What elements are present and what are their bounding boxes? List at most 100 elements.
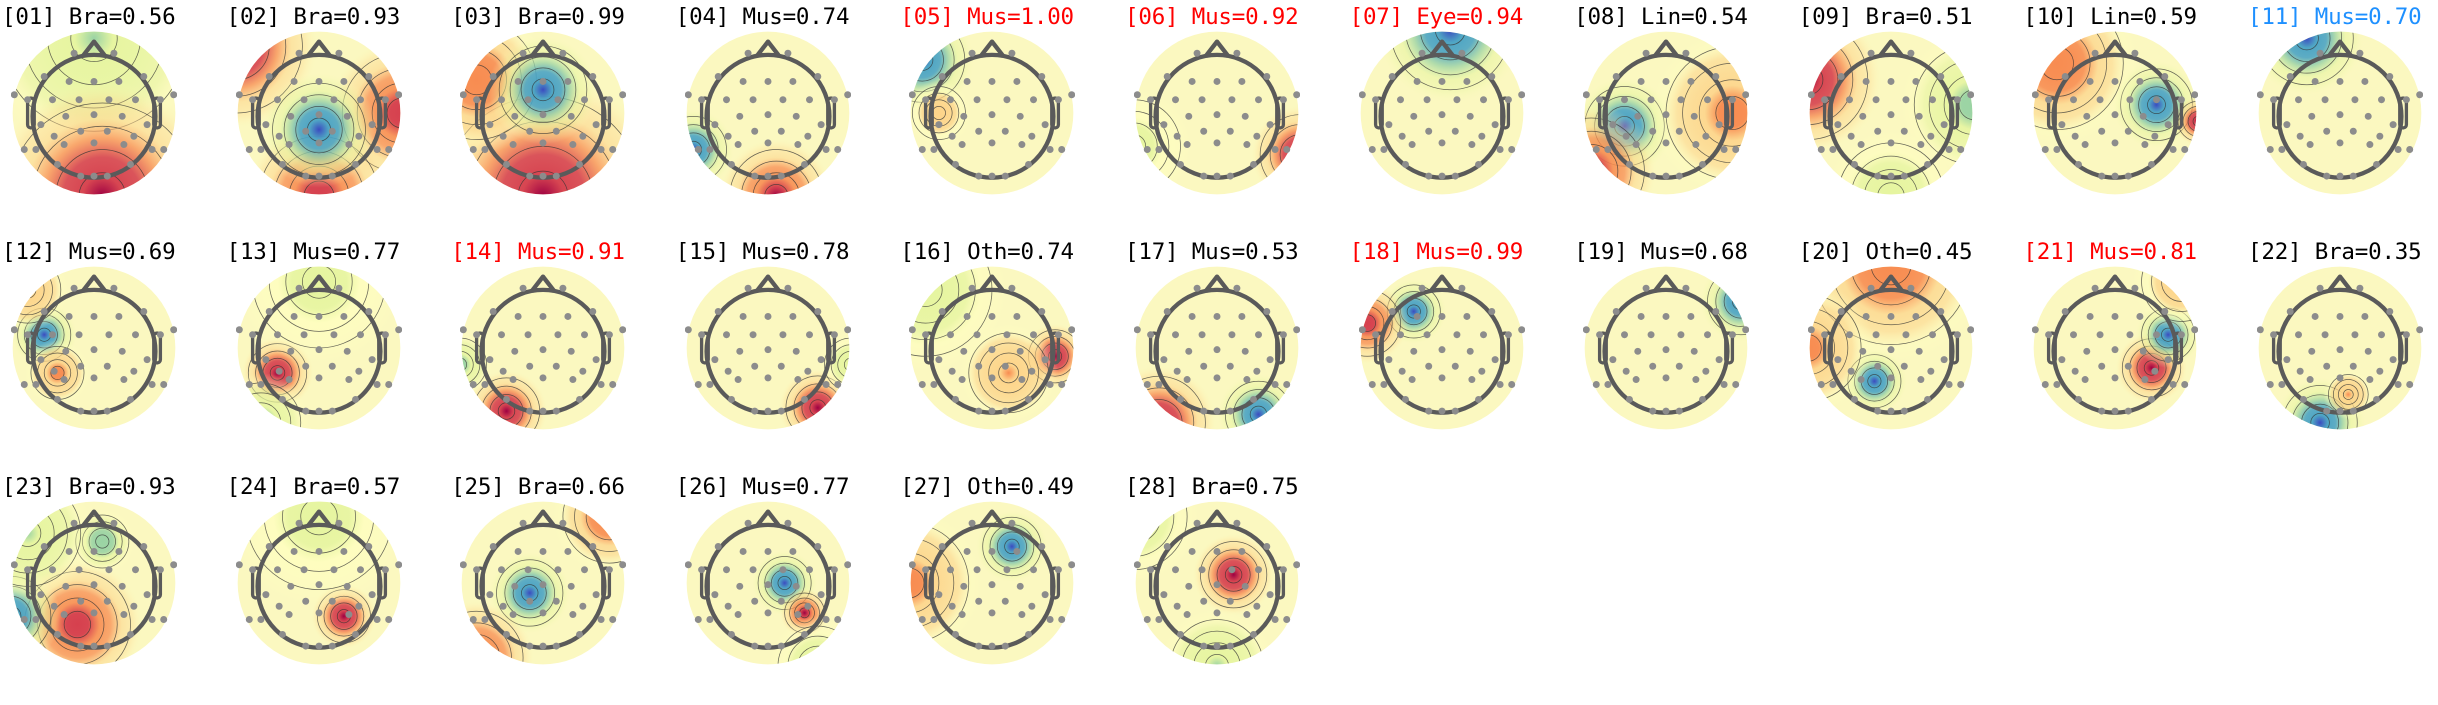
electrode-dot [947, 566, 955, 574]
electrode-dot [1504, 96, 1512, 104]
electrode-dot [1479, 331, 1487, 339]
electrode-dot [1163, 542, 1171, 550]
electrode-dot [1837, 307, 1845, 315]
electrode-dot [1047, 381, 1054, 389]
electrode-dot [245, 616, 253, 624]
electrode-dot [1396, 96, 1404, 104]
electrode-dot [1637, 312, 1645, 320]
right-ear-icon [1499, 331, 1510, 365]
electrode-dot [830, 331, 838, 339]
electrode-dot [960, 112, 968, 120]
electrode-dot [519, 284, 527, 292]
electrode-dot [265, 72, 273, 80]
right-ear-icon [1050, 566, 1061, 600]
electrode-dot [777, 642, 785, 650]
electrode-dot [1068, 91, 1076, 99]
topomap-chart [1583, 266, 1750, 430]
electrode-dot [1887, 312, 1895, 320]
electrode-dot [486, 121, 494, 129]
electrode-dot [2151, 367, 2159, 375]
electrode-dot [1008, 519, 1016, 527]
component-cell: [17] Mus=0.53 [1124, 235, 1348, 470]
electrode-dot [2070, 331, 2078, 339]
nose-icon [305, 39, 332, 58]
electrode-dot [919, 616, 927, 624]
electrode-dot [300, 96, 308, 104]
electrode-dot [800, 160, 808, 168]
electrode-dot [1134, 91, 1141, 99]
electrode-dot [509, 376, 517, 384]
electrode-dot [1279, 566, 1287, 574]
electrode-dot [328, 172, 336, 180]
electrode-dot [70, 284, 78, 292]
electrode-dot [2140, 347, 2148, 355]
electrode-dot [1675, 127, 1683, 135]
electrode-dot [569, 611, 577, 619]
component-cell: [19] Mus=0.68 [1573, 235, 1797, 470]
electrode-dot [539, 547, 547, 555]
electrode-dot [744, 284, 752, 292]
electrode-dot [1058, 381, 1066, 389]
right-ear-icon [601, 96, 612, 130]
electrode-dot [988, 172, 996, 180]
electrode-dot [1850, 160, 1858, 168]
electrode-dot [792, 582, 800, 590]
electrode-dot [1715, 121, 1723, 129]
electrode-dot [526, 597, 534, 605]
electrode-dot [1241, 112, 1249, 120]
topomap-chart [460, 266, 627, 430]
electrode-dot [90, 374, 98, 382]
positive-activation-blob [1360, 281, 1409, 365]
electrode-dot [1002, 362, 1010, 370]
electrode-dot [1807, 326, 1815, 334]
electrode-dot [739, 77, 747, 85]
electrode-dot [261, 121, 269, 129]
electrode-dot [524, 566, 532, 574]
positive-activation-blob [2034, 31, 2141, 147]
electrode-dot [952, 630, 960, 638]
electrode-dot [70, 49, 78, 57]
right-ear-icon [2173, 96, 2184, 130]
electrode-dot [1198, 566, 1206, 574]
electrode-dot [1271, 616, 1279, 624]
electrode-dot [60, 141, 68, 149]
electrode-dot [1238, 312, 1246, 320]
electrode-dot [609, 616, 617, 624]
electrode-dot [1163, 72, 1171, 80]
electrode-dot [1874, 127, 1882, 135]
electrode-dot [779, 96, 787, 104]
electrode-dot [2270, 96, 2278, 104]
electrode-dot [2311, 77, 2319, 85]
nose-icon [979, 274, 1006, 293]
electrode-dot [285, 376, 293, 384]
left-ear-icon [25, 96, 36, 130]
electrode-dot [368, 356, 376, 364]
electrode-dot [115, 312, 123, 320]
electrode-dot [384, 616, 392, 624]
electrode-dot [800, 630, 808, 638]
electrode-dot [909, 326, 917, 334]
electrode-dot [973, 331, 981, 339]
electrode-dot [576, 160, 584, 168]
electrode-dot [1496, 146, 1504, 154]
electrode-dot [935, 356, 943, 364]
electrode-dot [1649, 172, 1657, 180]
electrode-dot [77, 362, 85, 370]
electrode-dot [2140, 112, 2148, 120]
electrode-dot [1002, 642, 1010, 650]
electrode-dot [711, 591, 719, 599]
electrode-dot [1491, 121, 1499, 129]
electrode-dot [1266, 121, 1274, 129]
electrode-dot [1042, 356, 1049, 364]
electrode-dot [722, 331, 730, 339]
electrode-dot [2286, 307, 2294, 315]
left-ear-icon [1148, 96, 1159, 130]
electrode-dot [609, 381, 617, 389]
electrode-dot [539, 312, 547, 320]
electrode-dot [2376, 132, 2384, 140]
electrode-dot [50, 132, 58, 140]
component-cell: [20] Oth=0.45 [1798, 235, 2022, 470]
electrode-dot [1255, 331, 1262, 339]
topomap-chart [11, 31, 177, 195]
left-ear-icon [2047, 331, 2058, 365]
